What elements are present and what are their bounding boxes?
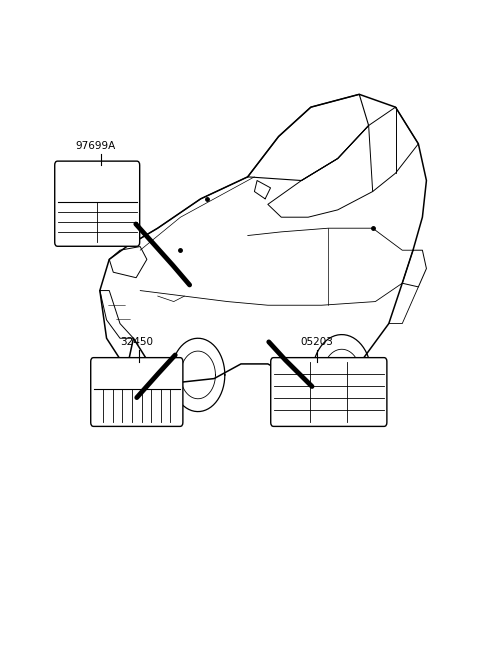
Text: 05203: 05203	[300, 337, 333, 347]
FancyBboxPatch shape	[271, 358, 387, 426]
Text: 97699A: 97699A	[76, 141, 116, 151]
FancyBboxPatch shape	[91, 358, 183, 426]
Text: 32450: 32450	[120, 337, 153, 347]
FancyBboxPatch shape	[55, 161, 140, 246]
